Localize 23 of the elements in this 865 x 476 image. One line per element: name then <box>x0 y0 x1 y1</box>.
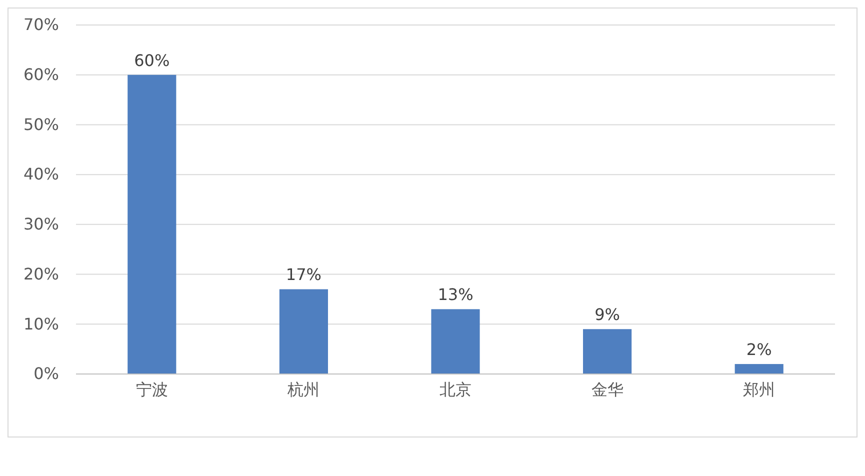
y-tick-label: 70% <box>23 15 59 34</box>
y-tick-label: 20% <box>23 264 59 284</box>
y-tick-label: 30% <box>23 214 59 234</box>
x-tick-label: 杭州 <box>286 380 320 399</box>
bar <box>431 309 480 374</box>
y-tick-label: 60% <box>23 64 59 84</box>
x-tick-label: 宁波 <box>136 380 168 399</box>
data-label: 17% <box>286 265 322 284</box>
data-label: 9% <box>594 305 620 324</box>
data-label: 60% <box>134 50 170 70</box>
y-tick-label: 50% <box>23 114 59 134</box>
bar <box>734 364 784 374</box>
x-tick-label: 郑州 <box>743 380 776 399</box>
y-tick-label: 0% <box>34 364 59 384</box>
bar <box>583 329 632 374</box>
data-label: 2% <box>746 340 772 360</box>
bar <box>128 74 176 374</box>
x-tick-label: 北京 <box>440 380 472 399</box>
y-tick-label: 10% <box>23 314 59 334</box>
y-tick-label: 40% <box>23 164 59 184</box>
bar <box>279 289 328 374</box>
data-label: 13% <box>438 285 474 304</box>
x-tick-label: 金华 <box>591 380 624 399</box>
